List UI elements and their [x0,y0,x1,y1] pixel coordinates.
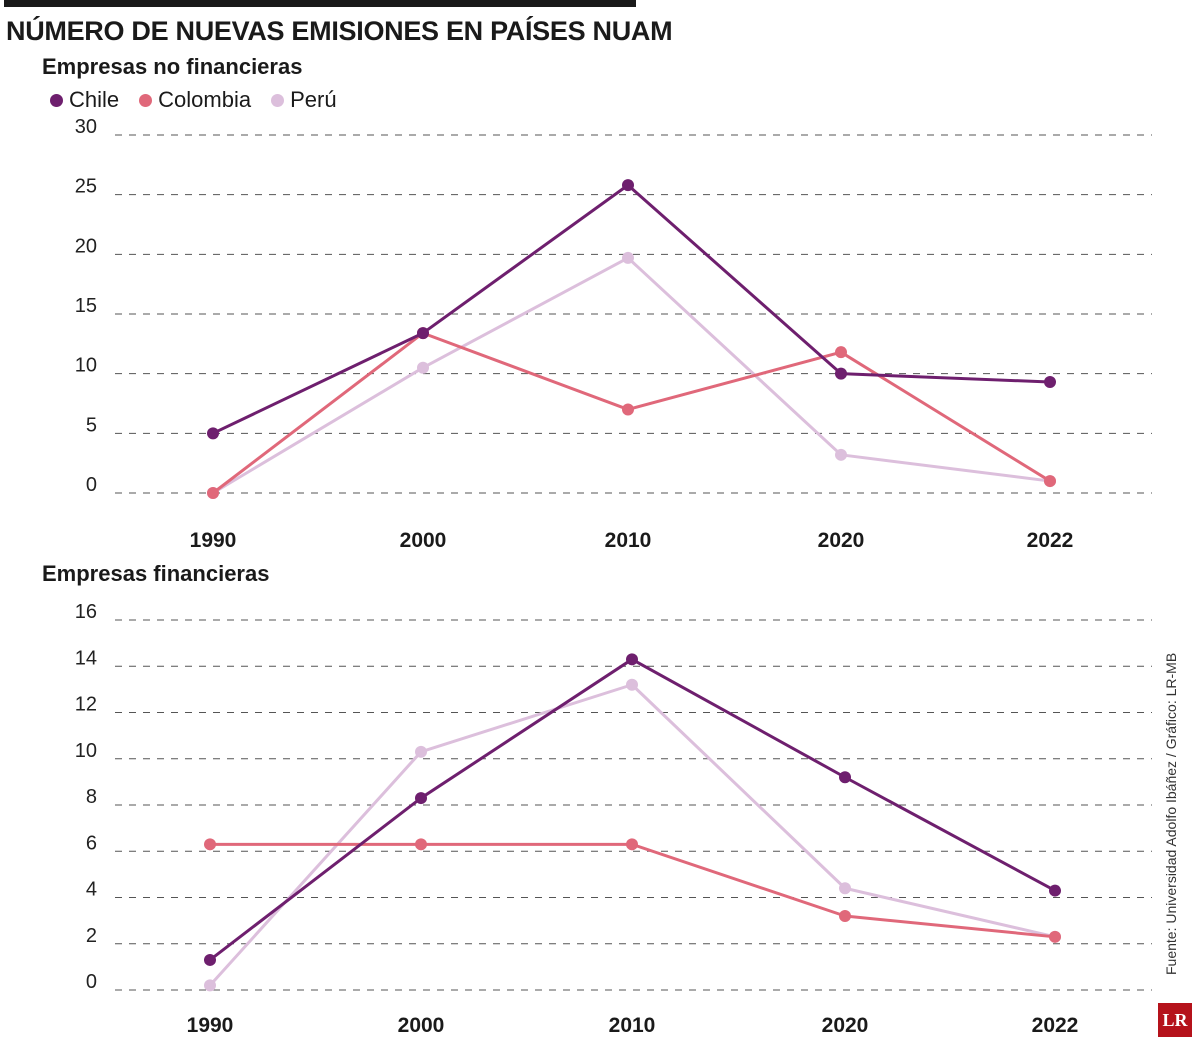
legend-label-colombia: Colombia [158,87,252,112]
point-colombia-2010 [626,838,638,851]
legend-label-chile: Chile [69,87,120,112]
y-tick-label: 4 [86,879,97,901]
point-chile-2010 [626,653,638,666]
x-tick-label: 2022 [1032,1014,1079,1037]
point-chile-1990 [204,953,216,966]
chart-no-financieras: 0 5 10 15 20 25 30 1990 2000 2010 2020 2022 [75,116,1152,552]
x-tick-label: 1990 [190,529,237,552]
point-chile-2000 [415,792,427,805]
legend-label-peru: Perú [290,87,337,112]
y-tick-label: 0 [86,474,97,496]
point-peru-2010 [622,251,634,264]
point-chile-2000 [417,327,429,340]
point-chile-2022 [1044,376,1056,389]
legend-item-peru: Perú [271,87,337,113]
chart-financieras: 0 2 4 6 8 10 12 14 16 1990 2000 2010 2020 2022 [75,601,1152,1037]
series-line-peru [212,256,1051,495]
point-colombia-2022 [1044,475,1056,488]
lr-logo: LR [1158,1003,1192,1037]
legend-dot-colombia [139,93,153,107]
x-tick-label: 2000 [398,1014,445,1037]
point-chile-2022 [1049,884,1061,897]
y-tick-label: 14 [75,647,97,669]
y-tick-label: 20 [75,235,97,257]
legend-item-chile: Chile [50,87,119,113]
point-chile-1990 [207,427,219,440]
chart2-subtitle: Empresas financieras [42,561,270,586]
chart-title: NÚMERO DE NUEVAS EMISIONES EN PAÍSES NUA… [6,16,673,46]
point-peru-2000 [415,745,427,758]
point-peru-2000 [417,361,429,374]
point-colombia-2020 [835,346,847,359]
y-tick-label: 5 [86,414,97,436]
point-chile-2010 [622,179,634,192]
x-tick-label: 2022 [1027,529,1074,552]
top-rule [4,0,636,7]
point-colombia-2010 [622,403,634,416]
point-colombia-2000 [415,838,427,851]
source-note: Fuente: Universidad Adolfo Ibáñez / Gráf… [1163,652,1179,975]
y-tick-label: 10 [75,355,97,377]
y-tick-label: 12 [75,694,97,716]
point-peru-1990 [204,979,216,992]
point-colombia-1990 [204,838,216,851]
y-tick-label: 6 [86,832,97,854]
x-tick-label: 2020 [822,1014,869,1037]
x-tick-label: 2010 [609,1014,656,1037]
chart1-subtitle: Empresas no financieras [42,54,303,79]
y-tick-label: 25 [75,176,97,198]
series-line-peru [208,683,1056,987]
x-tick-label: 2010 [605,529,652,552]
y-tick-label: 8 [86,786,97,808]
y-tick-label: 2 [86,925,97,947]
point-peru-2020 [835,448,847,461]
y-tick-label: 15 [75,295,97,317]
point-peru-2010 [626,678,638,691]
point-colombia-2020 [839,910,851,922]
series-line-chile [209,657,1056,962]
point-chile-2020 [839,771,851,784]
y-tick-label: 10 [75,740,97,762]
point-chile-2020 [835,367,847,380]
y-tick-label: 30 [75,116,97,138]
series-line-colombia [210,842,1056,939]
point-colombia-2022 [1049,930,1061,943]
x-tick-label: 2020 [818,529,865,552]
x-tick-label: 2000 [400,529,447,552]
y-tick-label: 16 [75,601,97,623]
y-tick-label: 0 [86,971,97,993]
point-colombia-1990 [207,487,219,499]
x-tick-label: 1990 [187,1014,234,1037]
legend: Chile Colombia Perú [50,87,337,113]
point-peru-2020 [839,882,851,895]
legend-dot-chile [50,93,63,107]
legend-dot-peru [271,93,285,107]
legend-item-colombia: Colombia [139,87,251,113]
